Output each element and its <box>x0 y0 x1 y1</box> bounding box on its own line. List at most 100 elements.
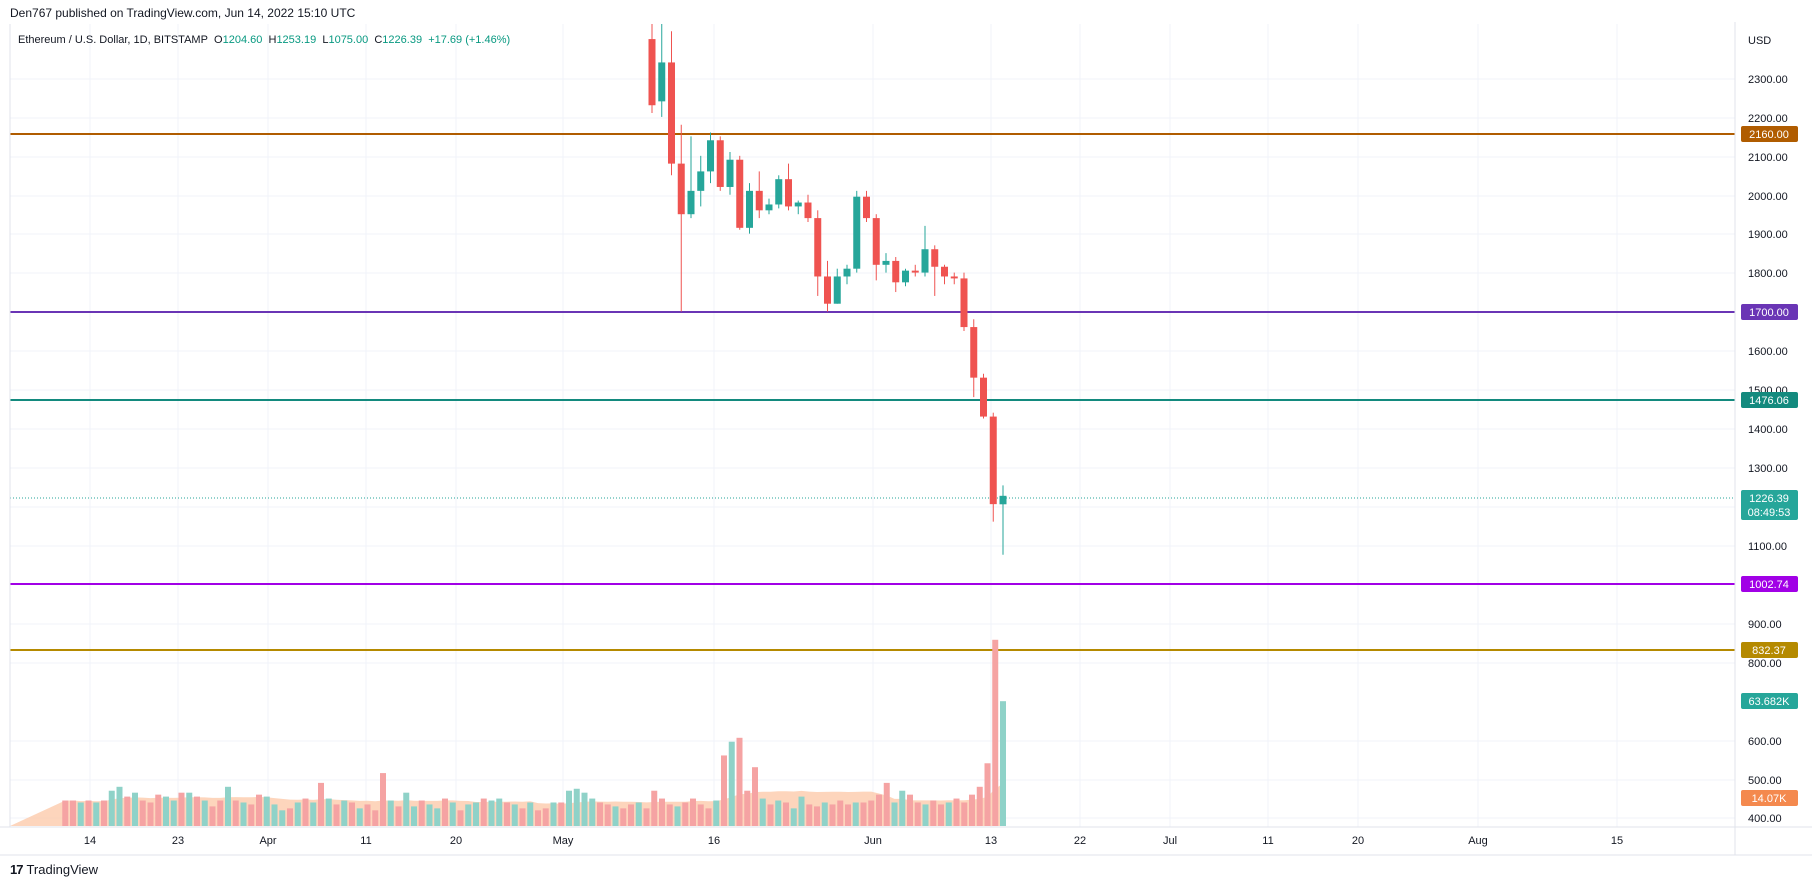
volume-bar <box>488 800 495 826</box>
volume-bar <box>597 802 603 826</box>
candle-body <box>950 276 958 279</box>
y-tick-label: 2300.00 <box>1748 74 1788 86</box>
candle-body <box>989 416 997 505</box>
volume-bar <box>573 788 580 826</box>
volume-bar <box>186 792 193 826</box>
candle-body <box>707 140 714 172</box>
volume-bar <box>612 806 619 826</box>
volume-bar <box>449 802 456 826</box>
y-tick-label: 2100.00 <box>1748 152 1788 164</box>
volume-bar <box>124 796 131 826</box>
volume-bar <box>434 808 441 826</box>
candle-body <box>872 218 880 265</box>
volume-bar <box>240 802 247 826</box>
symbol-name: Ethereum / U.S. Dollar, 1D, BITSTAMP <box>18 34 208 46</box>
x-tick-label: 20 <box>450 835 462 847</box>
level-label: 1002.74 <box>1749 579 1789 591</box>
volume-bar <box>178 792 185 826</box>
volume-bar <box>70 800 76 826</box>
volume-bar <box>651 790 658 826</box>
volume-bar <box>930 800 937 826</box>
volume-bar <box>922 804 929 826</box>
candle-body <box>941 266 948 277</box>
volume-bar <box>976 786 983 826</box>
volume-bar <box>969 794 975 826</box>
volume-bar <box>961 802 968 826</box>
x-tick-label: 11 <box>1262 835 1273 847</box>
x-tick-label: 14 <box>84 835 96 847</box>
close-value: 1226.39 <box>382 34 423 46</box>
candle-body <box>736 159 744 228</box>
volume-bar <box>356 808 363 826</box>
volume-bar <box>775 800 782 826</box>
candle-body <box>765 204 773 211</box>
candle-body <box>697 171 705 191</box>
volume-bar <box>465 804 472 826</box>
volume-bars <box>10 639 1006 826</box>
volume-bar <box>984 763 991 826</box>
last-price-box <box>1741 490 1798 520</box>
volume-bar <box>837 800 844 826</box>
volume-bar <box>333 804 340 826</box>
volume-bar <box>473 802 479 826</box>
volume-bar <box>845 804 851 826</box>
y-tick-label: 1800.00 <box>1748 268 1788 280</box>
level-label-box <box>1741 304 1798 320</box>
y-tick-label: 2000.00 <box>1748 191 1788 203</box>
y-tick-label: 1900.00 <box>1748 229 1788 241</box>
volume-bar <box>62 800 69 826</box>
volume-bar <box>643 808 650 826</box>
volume-bar <box>302 798 309 826</box>
candle-body <box>824 276 831 304</box>
y-tick-label: 1400.00 <box>1748 424 1788 436</box>
volume-bar <box>279 810 286 826</box>
volume-bar <box>736 737 743 826</box>
candle-body <box>902 270 909 283</box>
volume-bar <box>418 800 425 826</box>
volume-bar <box>883 782 890 826</box>
volume-bar <box>945 802 952 826</box>
volume-bar <box>519 808 526 826</box>
candle-body <box>755 190 763 211</box>
candle-body <box>970 327 978 378</box>
volume-bar <box>287 808 293 826</box>
volume-bar <box>558 802 565 826</box>
volume-bar <box>628 804 634 826</box>
candle-body <box>677 163 685 215</box>
volume-bar <box>349 802 355 826</box>
volume-bar <box>806 804 813 826</box>
symbol-legend: Ethereum / U.S. Dollar, 1D, BITSTAMP O12… <box>18 34 510 46</box>
volume-bar <box>783 802 789 826</box>
volume-bar <box>620 808 627 826</box>
y-tick-label: 600.00 <box>1748 736 1782 748</box>
volume-bar <box>891 802 898 826</box>
volume-bar <box>147 802 154 826</box>
candle-body <box>999 495 1007 505</box>
volume-bar <box>271 804 278 826</box>
y-tick-label: 2200.00 <box>1748 113 1788 125</box>
volume-bar <box>139 800 146 826</box>
last-price-label: 1226.39 <box>1749 493 1789 505</box>
candle-body <box>775 179 783 205</box>
candle-body <box>853 196 861 269</box>
candle-body <box>931 249 939 267</box>
horizontal-levels <box>10 133 1735 651</box>
volume-bar <box>535 810 541 826</box>
currency-label: USD <box>1748 35 1771 47</box>
candle-body <box>658 62 666 102</box>
volume-bar <box>318 782 324 826</box>
grid-lines <box>10 24 1735 827</box>
volume-bar <box>581 792 588 826</box>
volume-bar <box>868 800 875 826</box>
candle-body <box>911 270 919 273</box>
y-tick-label: 1600.00 <box>1748 346 1788 358</box>
volume-bar <box>248 804 255 826</box>
candle-body <box>921 249 929 273</box>
level-label: 1476.06 <box>1749 395 1789 407</box>
candle-body <box>833 276 841 304</box>
volume-bar <box>814 806 820 826</box>
volume-bar <box>938 804 944 826</box>
candle-body <box>804 202 812 219</box>
volume-bar <box>728 741 735 826</box>
